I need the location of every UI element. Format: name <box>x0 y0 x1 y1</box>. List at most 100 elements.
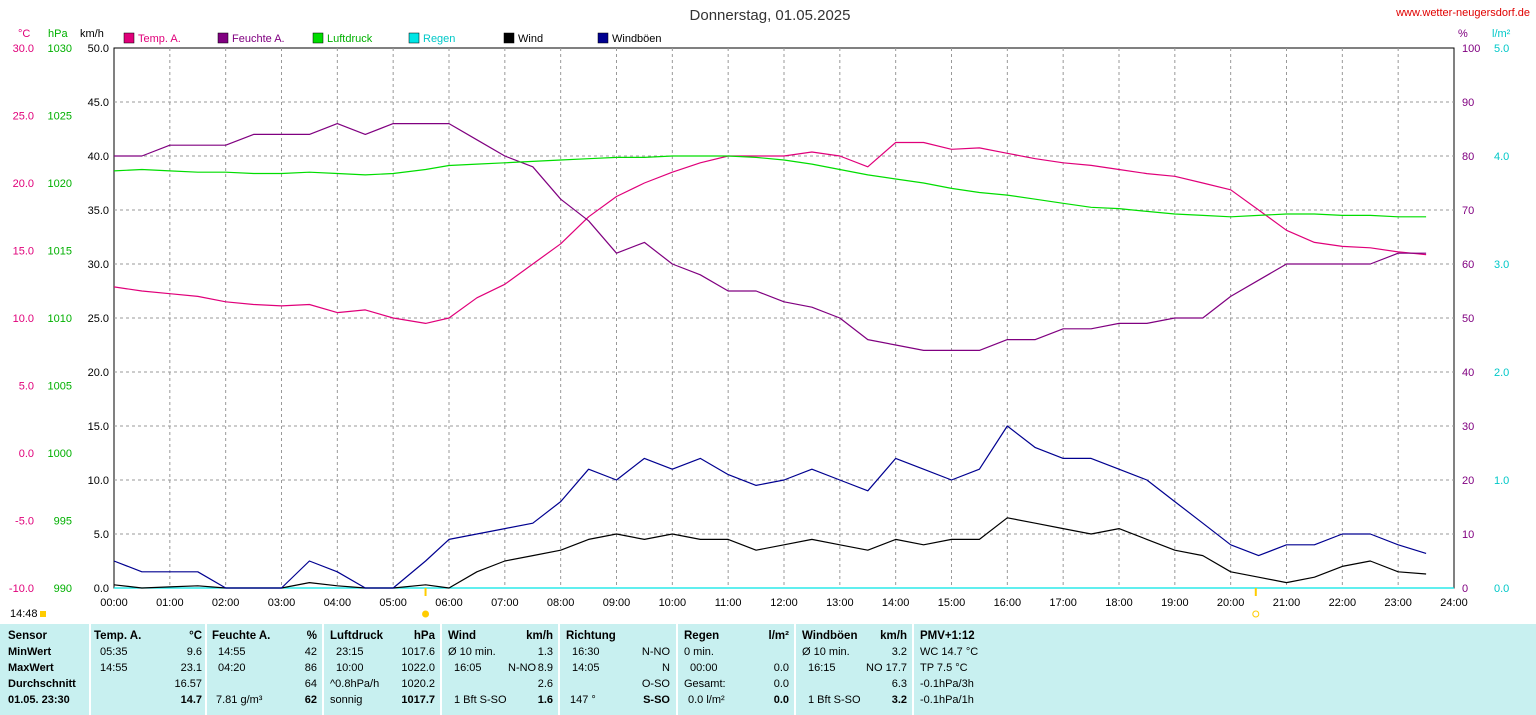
series-pressure <box>113 155 1427 218</box>
rain-title: Regen <box>684 630 720 642</box>
y-tick-humidity: 90 <box>1462 97 1474 109</box>
pmv-wc: WC 14.7 °C <box>920 646 979 658</box>
y-tick-temperature: 30.0 <box>13 43 34 55</box>
y-tick-temperature: 15.0 <box>13 246 34 258</box>
legend-pressure: Luftdruck <box>327 33 373 45</box>
press-unit: hPa <box>413 630 435 642</box>
press-avg: 1020.2 <box>401 678 435 690</box>
series-temperature <box>113 141 1427 324</box>
y-tick-humidity: 50 <box>1462 313 1474 325</box>
rain-r1-label: 0 min. <box>684 646 714 658</box>
separator <box>89 624 91 715</box>
press-current: 1017.7 <box>401 694 435 706</box>
y-tick-wind: 15.0 <box>88 421 109 433</box>
sunrise-icon <box>422 610 430 618</box>
hum-title: Feuchte A. <box>212 630 271 642</box>
y-tick-pressure: 1020 <box>48 178 72 190</box>
press-forecast: sonnig <box>330 694 363 706</box>
gust-r2-dir: NO <box>866 662 883 674</box>
x-tick-label: 18:00 <box>1105 597 1133 609</box>
pmv-trend-1h: -0.1hPa/1h <box>920 694 974 706</box>
time-marker-dot <box>40 611 46 617</box>
y-tick-temperature: 5.0 <box>19 381 34 393</box>
temp-unit: °C <box>189 630 202 642</box>
separator <box>322 624 324 715</box>
gust-r1-val: 3.2 <box>891 646 907 658</box>
stats-direction: Richtung 16:30 N-NO 14:05 N O-SO 147 ° S-SO <box>566 628 670 714</box>
gust-unit: km/h <box>880 630 907 642</box>
legend-swatch-rain <box>408 32 420 44</box>
press-max-val: 1022.0 <box>401 662 435 674</box>
rain-rate: 0.0 l/m² <box>688 694 725 706</box>
stats-row-avg: Durchschnitt <box>8 678 76 690</box>
legend-wind: Wind <box>518 33 543 45</box>
stats-temperature: Temp. A. °C 05:35 9.6 14:55 23.1 16.57 14.7 <box>94 628 202 714</box>
gust-current: 3.2 <box>891 694 907 706</box>
gust-title: Windböen <box>802 630 858 642</box>
y-tick-wind: 10.0 <box>88 475 109 487</box>
separator <box>794 624 796 715</box>
gust-r1-label: Ø 10 min. <box>802 646 850 658</box>
axis-unit-pressure: hPa <box>48 28 68 40</box>
y-tick-wind: 35.0 <box>88 205 109 217</box>
y-tick-wind: 25.0 <box>88 313 109 325</box>
y-tick-wind: 0.0 <box>94 583 109 595</box>
stats-row-current: 01.05. 23:30 <box>8 694 70 706</box>
y-tick-temperature: -10.0 <box>9 583 34 595</box>
x-tick-label: 10:00 <box>659 597 687 609</box>
x-tick-label: 05:00 <box>379 597 407 609</box>
x-tick-label: 17:00 <box>1049 597 1077 609</box>
stats-rain: Regen l/m² 0 min. 00:00 0.0 Gesamt: 0.0 0.0… <box>684 628 789 714</box>
y-tick-temperature: 20.0 <box>13 178 34 190</box>
legend-rain: Regen <box>423 33 455 45</box>
hum-avg: 64 <box>304 678 317 690</box>
y-tick-temperature: 10.0 <box>13 313 34 325</box>
axis-unit-rain: l/m² <box>1492 28 1511 40</box>
y-tick-pressure: 1000 <box>48 448 72 460</box>
x-tick-label: 15:00 <box>938 597 966 609</box>
wind-r1-val: 1.3 <box>537 646 553 658</box>
temp-min-time: 05:35 <box>100 646 128 658</box>
y-tick-humidity: 80 <box>1462 151 1474 163</box>
temp-min-val: 9.6 <box>186 646 202 658</box>
x-tick-label: 07:00 <box>491 597 519 609</box>
x-tick-label: 13:00 <box>826 597 854 609</box>
series-layer <box>113 122 1454 618</box>
hum-max-time: 04:20 <box>218 662 246 674</box>
chart-title: Donnerstag, 01.05.2025 <box>690 7 851 24</box>
x-tick-label: 21:00 <box>1273 597 1301 609</box>
series-gusts <box>113 425 1427 589</box>
wind-title: Wind <box>448 630 476 642</box>
x-tick-label: 20:00 <box>1217 597 1245 609</box>
dir-avg: O-SO <box>641 678 670 690</box>
pmv-tp: TP 7.5 °C <box>920 662 968 674</box>
x-tick-label: 00:00 <box>100 597 128 609</box>
y-tick-humidity: 60 <box>1462 259 1474 271</box>
x-tick-label: 06:00 <box>435 597 463 609</box>
y-tick-pressure: 1010 <box>48 313 72 325</box>
stats-pressure: Luftdruck hPa 23:15 1017.6 10:00 1022.0 ^0.… <box>330 628 435 714</box>
dir-r2-val: N <box>662 662 670 674</box>
separator <box>912 624 914 715</box>
x-tick-label: 16:00 <box>994 597 1022 609</box>
x-tick-label: 12:00 <box>770 597 798 609</box>
stats-wind: Wind km/h Ø 10 min. 1.3 16:05 N-NO 8.9 2.6 1… <box>448 628 553 714</box>
y-tick-pressure: 1030 <box>48 43 72 55</box>
temp-title: Temp. A. <box>94 630 142 642</box>
stats-row-min: MinWert <box>8 646 52 658</box>
separator <box>440 624 442 715</box>
x-tick-label: 24:00 <box>1440 597 1468 609</box>
wind-bft: 1 Bft S-SO <box>454 694 507 706</box>
press-title: Luftdruck <box>330 630 384 642</box>
press-trend: ^0.8hPa/h <box>330 678 380 690</box>
pmv-trend-3h: -0.1hPa/3h <box>920 678 974 690</box>
wind-r2-time: 16:05 <box>454 662 482 674</box>
y-tick-humidity: 70 <box>1462 205 1474 217</box>
legend-swatch-pressure <box>312 32 324 44</box>
y-tick-wind: 40.0 <box>88 151 109 163</box>
y-tick-pressure: 990 <box>54 583 72 595</box>
y-tick-wind: 50.0 <box>88 43 109 55</box>
rain-r2-time: 00:00 <box>690 662 718 674</box>
stats-sensor-title: Sensor <box>8 630 47 642</box>
y-tick-wind: 45.0 <box>88 97 109 109</box>
